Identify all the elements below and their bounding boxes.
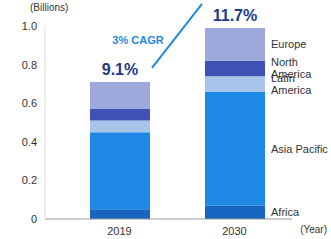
svg-text:Europe: Europe [271, 38, 306, 50]
svg-text:Africa: Africa [271, 206, 300, 218]
svg-text:1.0: 1.0 [22, 20, 37, 32]
svg-text:11.7%: 11.7% [213, 7, 257, 24]
svg-text:2019: 2019 [107, 225, 131, 237]
svg-text:NorthAmerica: NorthAmerica [271, 56, 312, 80]
svg-text:0.6: 0.6 [22, 97, 37, 109]
svg-text:0.4: 0.4 [22, 136, 37, 148]
svg-text:0.8: 0.8 [22, 59, 37, 71]
svg-text:0: 0 [31, 213, 37, 225]
svg-text:9.1%: 9.1% [102, 61, 138, 78]
svg-text:2030: 2030 [222, 225, 246, 237]
svg-text:0.2: 0.2 [22, 174, 37, 186]
svg-text:3% CAGR: 3% CAGR [112, 34, 163, 46]
svg-text:Asia Pacific: Asia Pacific [271, 143, 323, 155]
